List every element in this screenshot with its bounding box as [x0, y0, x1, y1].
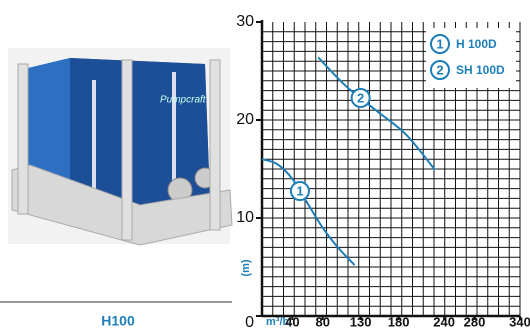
curve	[317, 56, 436, 171]
pump-photo: Pumpcraft	[8, 48, 233, 246]
y-tick-label: 10	[236, 209, 254, 226]
x-tick-label: 130	[350, 314, 372, 329]
curve-marker	[289, 181, 310, 202]
curve-marker	[430, 34, 450, 54]
legend-label: SH 100D	[456, 63, 505, 77]
curve-marker	[430, 60, 450, 80]
curve-marker-label: 1	[436, 36, 443, 51]
y-tick-label: 20	[236, 111, 254, 128]
y-tick-label: 30	[236, 13, 254, 30]
x-tick-label: 240	[433, 314, 455, 329]
curve-marker-label: 2	[436, 62, 443, 77]
caption: H100	[101, 313, 135, 329]
svg-text:Pumpcraft: Pumpcraft	[160, 95, 207, 106]
curve-marker-label: 1	[296, 183, 303, 198]
y-tick-label: 0	[245, 314, 254, 331]
x-axis-label: m³/h	[266, 316, 290, 328]
legend-label: H 100D	[456, 37, 497, 51]
y-axis-label: (m)	[240, 259, 252, 276]
curve	[261, 158, 356, 266]
curve-marker	[350, 87, 371, 108]
x-tick-label: 40	[285, 314, 299, 329]
x-tick-label: 180	[388, 314, 410, 329]
x-tick-label: 280	[464, 314, 486, 329]
x-tick-label: 80	[315, 314, 329, 329]
curve-marker-label: 2	[357, 90, 364, 105]
x-tick-label: 340	[509, 314, 530, 329]
